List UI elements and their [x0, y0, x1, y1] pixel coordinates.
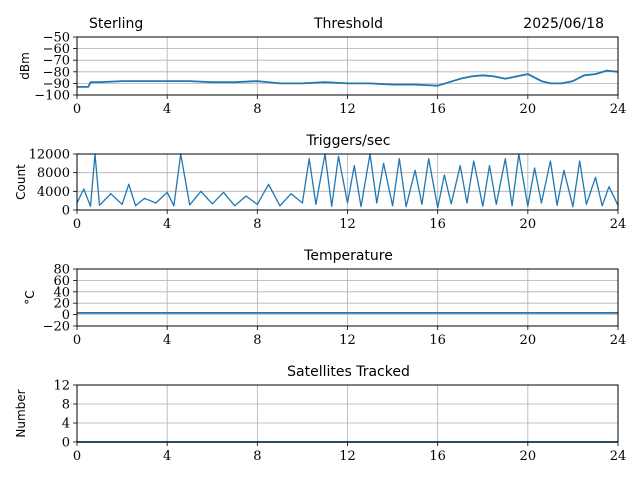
y-tick-label: −90	[43, 77, 70, 92]
y-tick-label: −100	[34, 89, 70, 104]
x-tick-label: 0	[73, 333, 81, 348]
x-tick-label: 16	[429, 102, 446, 117]
y-tick-label: 8000	[37, 166, 70, 181]
y-tick-label: 20	[53, 297, 70, 312]
x-tick-label: 20	[520, 333, 537, 348]
chart-title: Threshold	[313, 16, 383, 32]
x-tick-label: 12	[339, 102, 356, 117]
x-tick-label: 0	[73, 217, 81, 232]
y-tick-label: 8	[62, 398, 70, 413]
y-tick-label: 4000	[37, 185, 70, 200]
x-tick-label: 20	[520, 217, 537, 232]
y-tick-label: 0	[62, 308, 70, 323]
x-tick-label: 12	[339, 449, 356, 464]
y-tick-label: −80	[43, 65, 70, 80]
y-tick-label: 12000	[29, 148, 70, 163]
y-tick-label: −20	[43, 320, 70, 335]
y-axis-label: Count	[14, 164, 28, 200]
y-tick-label: 40	[53, 285, 70, 300]
y-tick-label: 0	[62, 436, 70, 451]
x-tick-label: 4	[163, 102, 171, 117]
x-tick-label: 16	[429, 217, 446, 232]
y-tick-label: −50	[43, 31, 70, 46]
x-tick-label: 20	[520, 102, 537, 117]
y-tick-label: 4	[62, 417, 70, 432]
x-tick-label: 12	[339, 217, 356, 232]
y-tick-label: 60	[53, 274, 70, 289]
y-axis-label: °C	[23, 290, 37, 304]
x-tick-label: 16	[429, 333, 446, 348]
report-date: 2025/06/18	[523, 16, 604, 32]
y-tick-label: −60	[43, 42, 70, 57]
x-tick-label: 16	[429, 449, 446, 464]
series-line	[77, 69, 619, 88]
x-tick-label: 4	[163, 217, 171, 232]
chart-panel-4: 0 4 8 12 16 20 24 0 4 8 12 Number Satellites Tracked	[14, 364, 626, 464]
chart-panel-1: 0 4 8 12 16 20 24 −100−90−80−70−60−50 dBm Thresho…	[18, 16, 626, 117]
chart-title: Triggers/sec	[306, 133, 391, 149]
station-name: Sterling	[89, 16, 143, 32]
x-tick-label: 8	[253, 102, 261, 117]
x-tick-label: 8	[253, 217, 261, 232]
y-tick-label: 80	[53, 263, 70, 278]
x-tick-label: 20	[520, 449, 537, 464]
x-tick-label: 4	[163, 449, 171, 464]
x-tick-label: 8	[253, 333, 261, 348]
x-tick-label: 24	[610, 102, 627, 117]
x-tick-label: 24	[610, 217, 627, 232]
y-tick-label: 0	[62, 204, 70, 219]
chart-title: Satellites Tracked	[287, 364, 410, 380]
y-tick-label: 12	[53, 379, 70, 394]
x-tick-label: 0	[73, 102, 81, 117]
x-tick-label: 24	[610, 449, 627, 464]
y-axis-label: dBm	[18, 52, 32, 80]
y-axis-label: Number	[14, 389, 28, 437]
x-tick-label: 8	[253, 449, 261, 464]
chart-title: Temperature	[303, 248, 393, 264]
x-tick-label: 0	[73, 449, 81, 464]
y-tick-label: −70	[43, 54, 70, 69]
x-tick-label: 4	[163, 333, 171, 348]
x-tick-label: 24	[610, 333, 627, 348]
x-tick-label: 12	[339, 333, 356, 348]
